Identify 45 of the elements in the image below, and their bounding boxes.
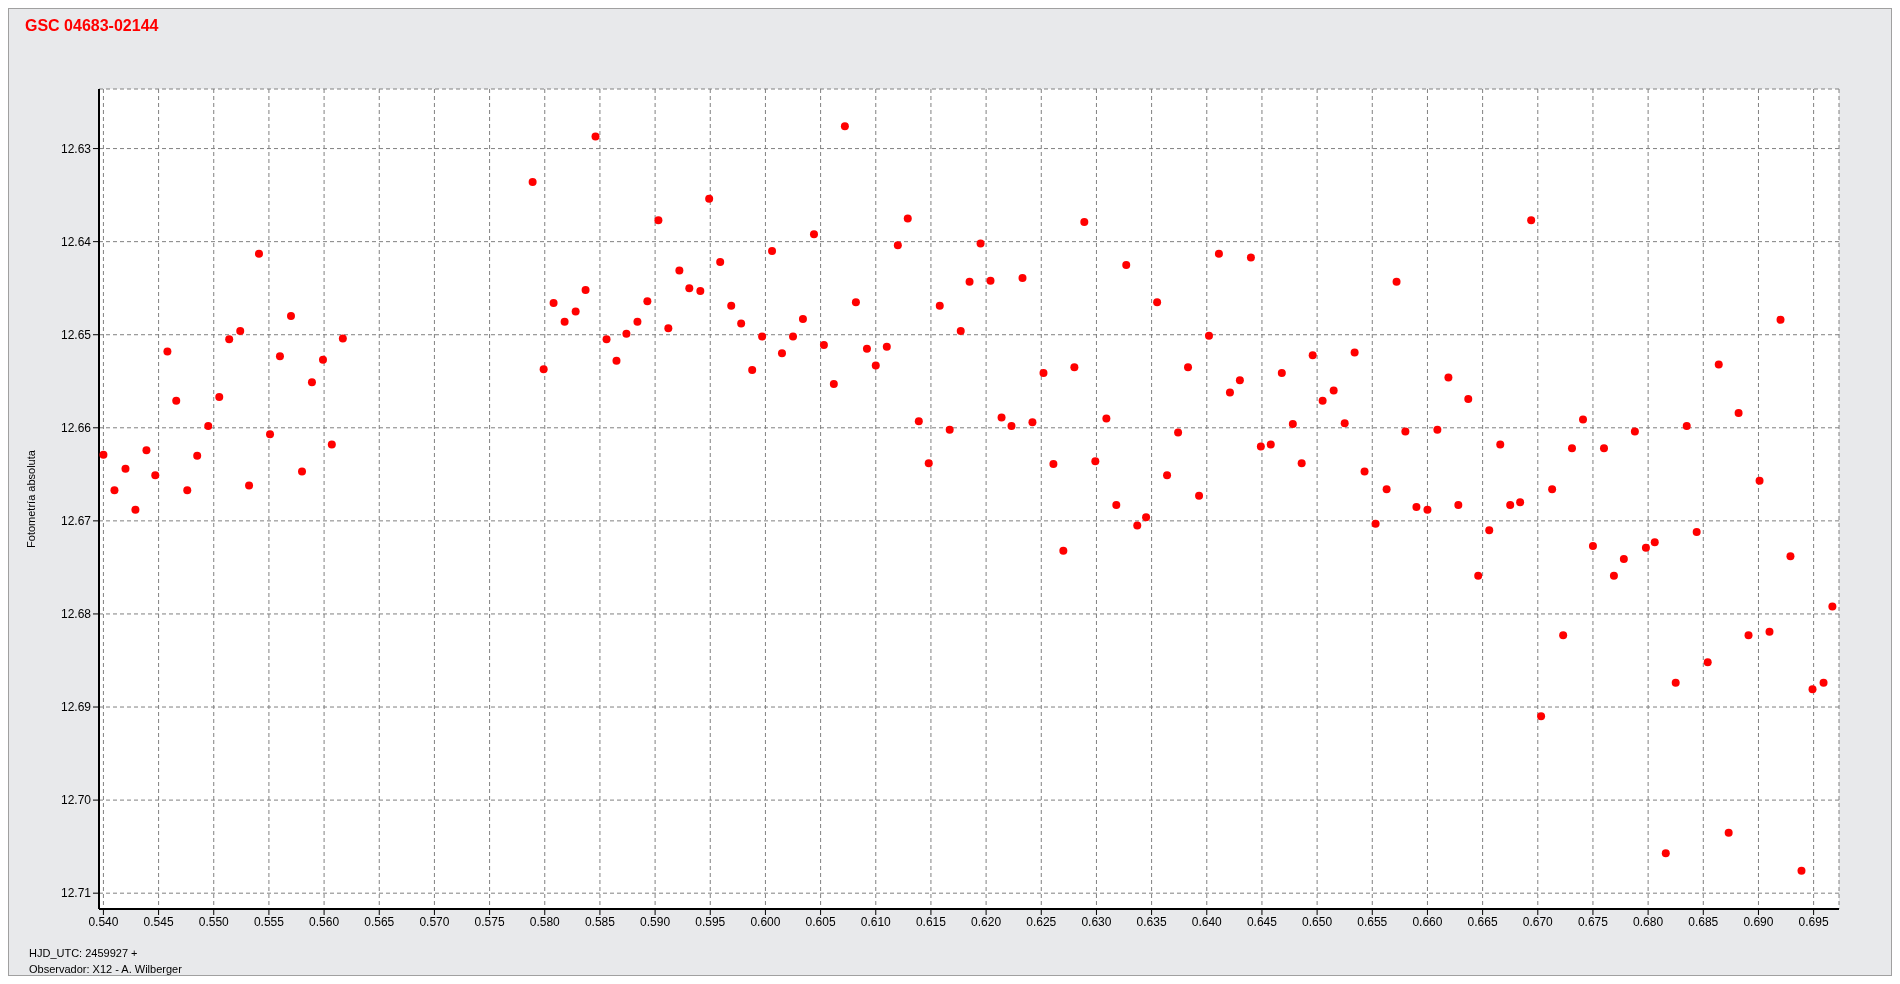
y-tick-label: 12.71 <box>60 886 92 901</box>
x-tick-label: 0.650 <box>1302 914 1333 929</box>
x-tick-label: 0.540 <box>88 914 119 929</box>
x-tick-label: 0.665 <box>1467 914 1498 929</box>
x-tick-label: 0.550 <box>198 914 230 929</box>
x-tick-label: 0.560 <box>309 914 340 929</box>
x-tick-label: 0.655 <box>1357 914 1388 929</box>
x-tick-label: 0.590 <box>640 914 671 929</box>
x-tick-label: 0.695 <box>1798 914 1829 929</box>
x-tick-label: 0.570 <box>419 914 450 929</box>
x-tick-label: 0.675 <box>1577 914 1609 929</box>
x-tick-label: 0.615 <box>915 914 947 929</box>
y-tick-label: 12.68 <box>60 607 92 622</box>
x-tick-label: 0.660 <box>1412 914 1443 929</box>
x-tick-label: 0.600 <box>750 914 781 929</box>
y-tick-label: 12.63 <box>60 141 92 156</box>
x-tick-label: 0.640 <box>1191 914 1223 929</box>
x-tick-label: 0.605 <box>805 914 836 929</box>
x-tick-label: 0.630 <box>1081 914 1112 929</box>
y-axis-title: Fotometría absoluta <box>24 449 37 548</box>
y-tick-label: 12.65 <box>60 327 92 342</box>
x-tick-label: 0.680 <box>1633 914 1664 929</box>
y-tick-label: 12.66 <box>60 421 92 436</box>
x-tick-label: 0.565 <box>364 914 395 929</box>
x-tick-label: 0.575 <box>474 914 505 929</box>
x-tick-label: 0.625 <box>1026 914 1057 929</box>
chart-title: GSC 04683-02144 <box>25 17 159 35</box>
y-tick-label: 12.64 <box>60 234 92 249</box>
x-tick-label: 0.635 <box>1136 914 1167 929</box>
text: HJD_UTC: 2459927 + <box>29 946 139 961</box>
y-tick-label: 12.69 <box>60 700 92 715</box>
x-tick-label: 0.545 <box>143 914 174 929</box>
x-tick-label: 0.585 <box>584 914 616 929</box>
x-tick-label: 0.685 <box>1688 914 1719 929</box>
x-tick-label: 0.595 <box>695 914 726 929</box>
x-tick-label: 0.580 <box>529 914 561 929</box>
x-tick-label: 0.645 <box>1246 914 1278 929</box>
x-tick-label: 0.620 <box>971 914 1002 929</box>
x-tick-label: 0.670 <box>1522 914 1554 929</box>
y-tick-label: 12.67 <box>60 514 92 529</box>
x-tick-label: 0.555 <box>253 914 285 929</box>
text: Observador: X12 - A. Wilberger <box>29 962 182 977</box>
x-tick-label: 0.610 <box>860 914 892 929</box>
x-tick-label: 0.690 <box>1743 914 1774 929</box>
y-tick-label: 12.70 <box>60 793 92 808</box>
